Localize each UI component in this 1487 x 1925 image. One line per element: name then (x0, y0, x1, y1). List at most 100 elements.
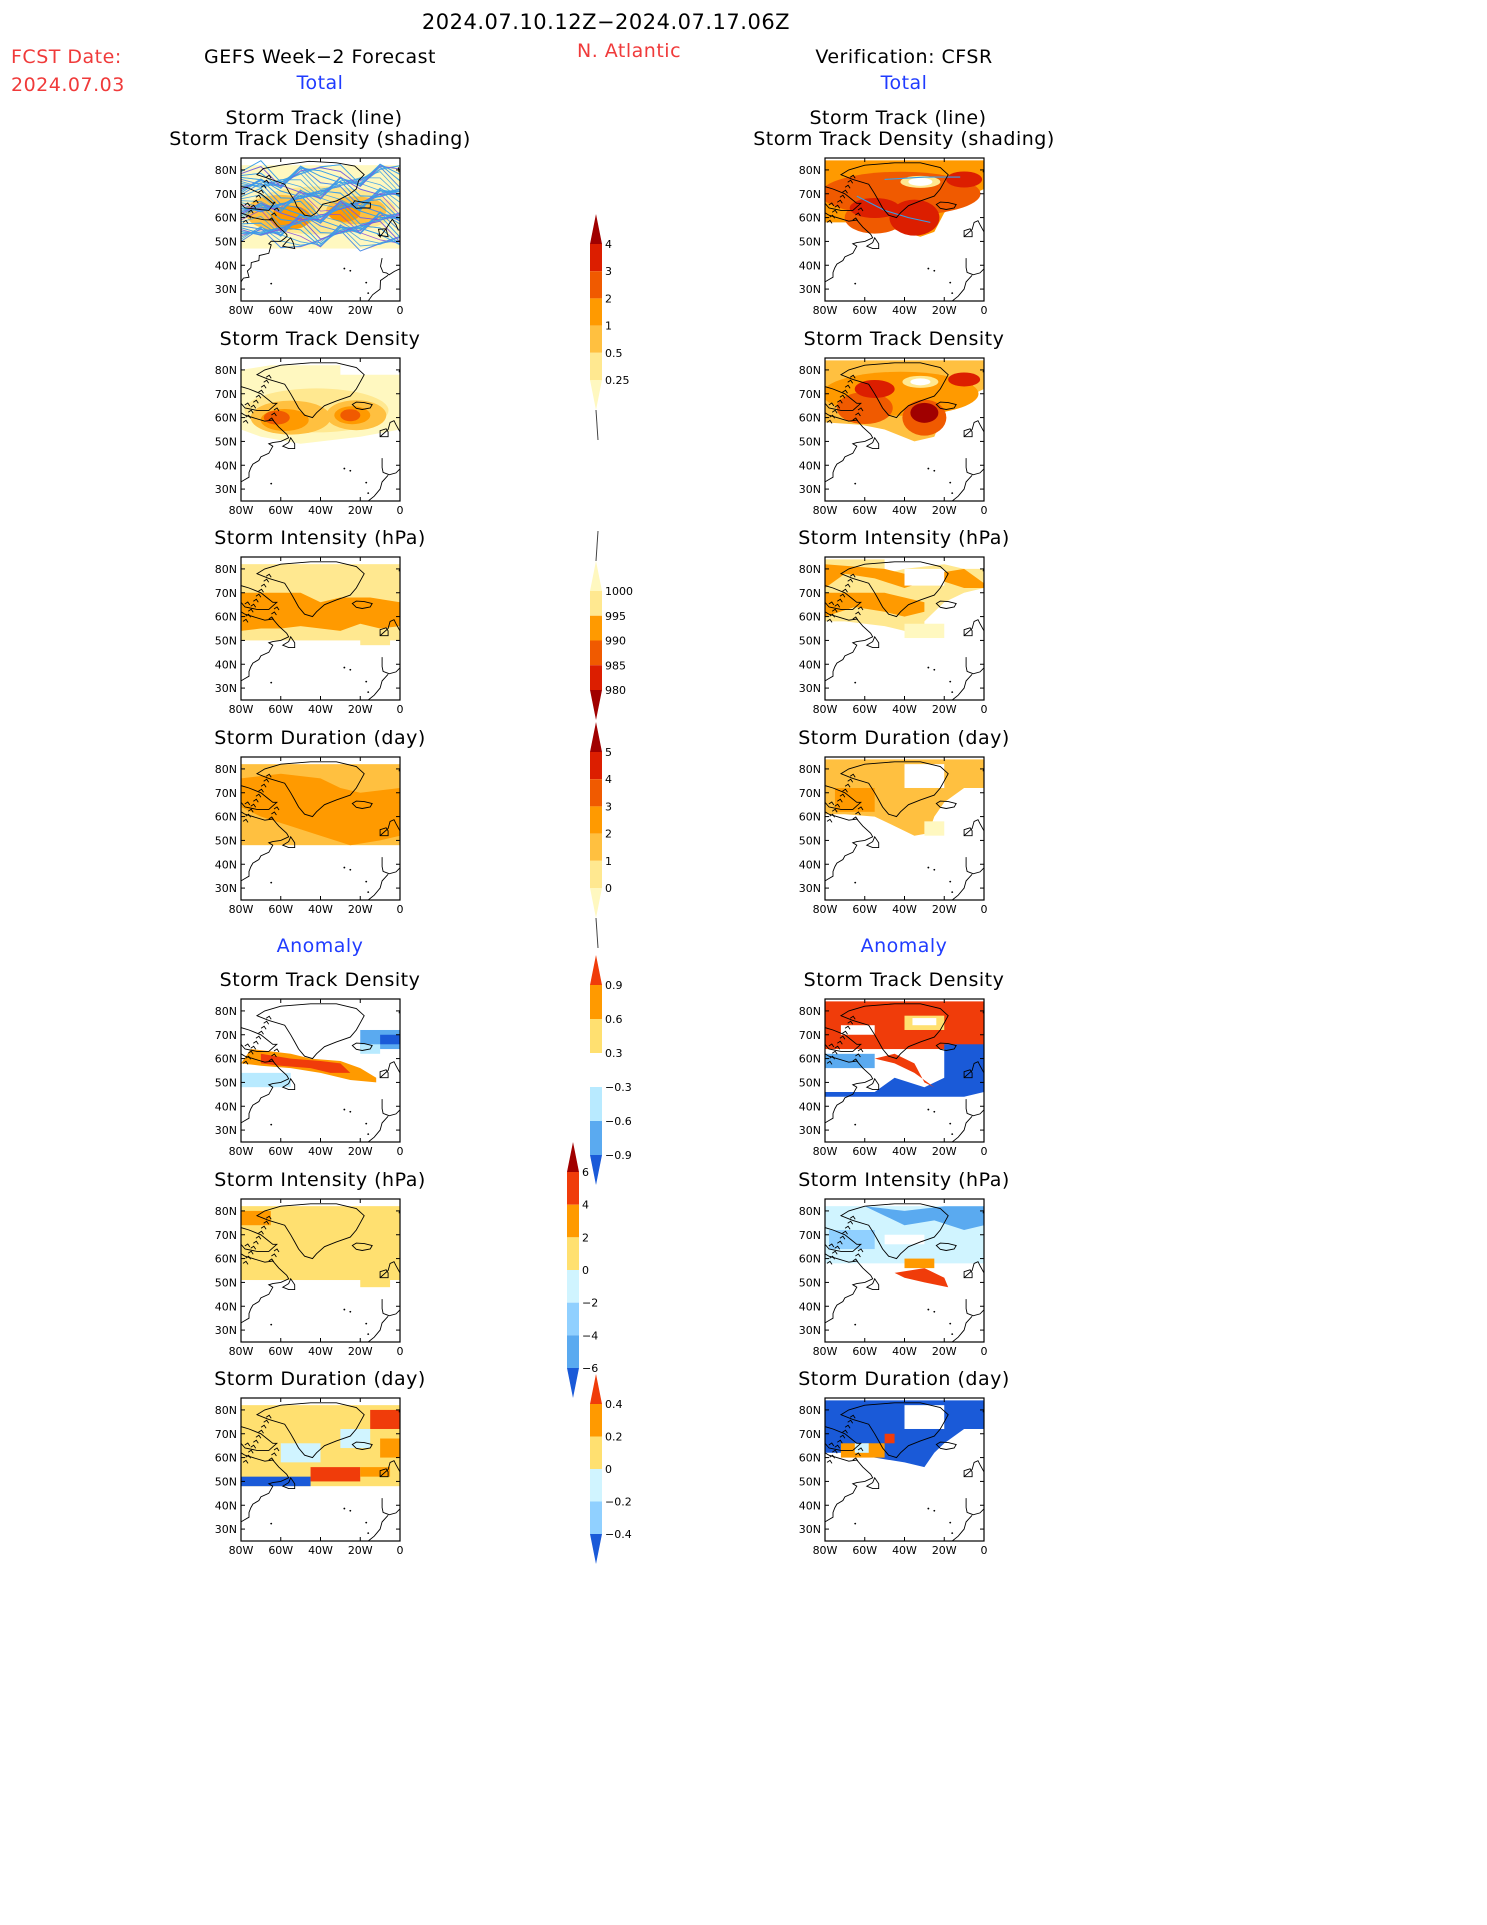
lat-tick-label: 30N (215, 1324, 237, 1337)
lon-tick-label: 20W (348, 1345, 373, 1358)
lat-tick-label: 60N (215, 1253, 237, 1266)
lon-tick-label: 20W (348, 703, 373, 716)
lat-tick-label: 60N (799, 1053, 821, 1066)
lon-tick-label: 80W (229, 1345, 254, 1358)
fcst-date-label: FCST Date: (11, 46, 122, 68)
lat-tick-label: 50N (215, 834, 237, 847)
lat-tick-label: 70N (215, 587, 237, 600)
lon-tick-label: 20W (932, 504, 957, 517)
lon-tick-label: 80W (813, 304, 838, 317)
lat-tick-label: 30N (799, 483, 821, 496)
lat-tick-label: 40N (215, 1499, 237, 1512)
lon-tick-label: 40W (308, 703, 333, 716)
lat-tick-label: 60N (215, 811, 237, 824)
title-l1-a: Storm Track (line) (225, 107, 403, 129)
map-gefs-duration-anomaly: 80N 70N 60N 50N 40N 30N 80W 60W 40W 20W 0 (215, 1397, 404, 1557)
lat-tick-label: 30N (215, 283, 237, 296)
lat-tick-label: 60N (215, 412, 237, 425)
lat-tick-label: 40N (215, 459, 237, 472)
lat-tick-label: 30N (215, 1124, 237, 1137)
lat-tick-label: 80N (215, 1404, 237, 1417)
lat-tick-label: 30N (799, 1523, 821, 1536)
lat-tick-label: 40N (215, 858, 237, 871)
colorbar-intensity-anomaly: 6 4 2 0 −2 −4 −6 (567, 1142, 598, 1398)
lon-tick-label: 0 (981, 703, 988, 716)
map-gefs-duration: 80N 70N 60N 50N 40N 30N 80W 60W 40W 20W 0 (215, 756, 404, 916)
lat-tick-label: 60N (799, 212, 821, 225)
lat-tick-label: 50N (215, 1276, 237, 1289)
period-title: 2024.07.10.12Z−2024.07.17.06Z (421, 10, 791, 34)
map-cfsr-track-density-lines: 80N 70N 60N 50N 40N 30N 80W 60W 40W 20W 0 (799, 157, 988, 317)
map-cfsr-duration: 80N 70N 60N 50N 40N 30N 80W 60W 40W 20W 0 (799, 756, 988, 916)
lon-tick-label: 0 (981, 1345, 988, 1358)
lon-tick-label: 60W (852, 703, 877, 716)
lat-tick-label: 40N (799, 658, 821, 671)
map-cfsr-duration-anomaly: 80N 70N 60N 50N 40N 30N 80W 60W 40W 20W 0 (799, 1397, 988, 1557)
colorbar-label: 1 (605, 855, 612, 868)
title-l6: Storm Intensity (hPa) (214, 1169, 426, 1191)
lat-tick-label: 30N (215, 682, 237, 695)
lat-tick-label: 70N (215, 388, 237, 401)
lon-tick-label: 0 (397, 504, 404, 517)
colorbar-label: 4 (582, 1199, 589, 1212)
lat-tick-label: 50N (799, 1276, 821, 1289)
lon-tick-label: 0 (981, 1544, 988, 1557)
colorbar-label: 0.4 (605, 1398, 623, 1411)
lat-tick-label: 50N (799, 634, 821, 647)
colorbar-label: −4 (582, 1329, 598, 1342)
lat-tick-label: 60N (799, 611, 821, 624)
colorbar-label: 1000 (605, 585, 633, 598)
lat-tick-label: 30N (799, 1124, 821, 1137)
fcst-date-value: 2024.07.03 (11, 74, 125, 96)
lat-tick-label: 60N (215, 212, 237, 225)
colorbar-label: −6 (582, 1362, 598, 1375)
lon-tick-label: 60W (268, 1544, 293, 1557)
lon-tick-label: 80W (229, 1544, 254, 1557)
lat-tick-label: 40N (215, 1100, 237, 1113)
lat-tick-label: 80N (215, 763, 237, 776)
lat-tick-label: 70N (799, 587, 821, 600)
lon-tick-label: 60W (268, 304, 293, 317)
lon-tick-label: 40W (892, 1145, 917, 1158)
left-anomaly-label: Anomaly (276, 935, 364, 957)
colorbar-duration-total: 5 4 3 2 1 0 (590, 722, 612, 949)
lat-tick-label: 70N (215, 787, 237, 800)
title-l4: Storm Duration (day) (214, 727, 426, 749)
lat-tick-label: 80N (215, 563, 237, 576)
colorbar-label: −0.3 (605, 1081, 632, 1094)
left-column-title: GEFS Week−2 Forecast (204, 46, 436, 68)
lon-tick-label: 80W (229, 504, 254, 517)
colorbar-density-total: 4 3 2 1 0.5 0.25 (590, 214, 630, 441)
map-gefs-track-density: 80N 70N 60N 50N 40N 30N 80W 60W 40W 20W 0 (215, 357, 404, 517)
left-total-label: Total (296, 72, 344, 94)
title-r5: Storm Track Density (803, 969, 1005, 991)
lat-tick-label: 50N (215, 235, 237, 248)
lat-tick-label: 40N (799, 858, 821, 871)
lon-tick-label: 40W (308, 1544, 333, 1557)
lon-tick-label: 80W (229, 903, 254, 916)
map-cfsr-track-density: 80N 70N 60N 50N 40N 30N 80W 60W 40W 20W 0 (799, 357, 988, 517)
colorbar-label: 1 (605, 320, 612, 333)
lat-tick-label: 60N (215, 611, 237, 624)
colorbar-duration-anomaly: 0.4 0.2 0 −0.2 −0.4 (590, 1374, 632, 1564)
lon-tick-label: 80W (229, 1145, 254, 1158)
title-l2: Storm Track Density (219, 328, 421, 350)
colorbar-label: 0 (582, 1264, 589, 1277)
right-column-title: Verification: CFSR (815, 46, 993, 68)
lon-tick-label: 60W (268, 504, 293, 517)
title-l5: Storm Track Density (219, 969, 421, 991)
lon-tick-label: 0 (397, 1544, 404, 1557)
lat-tick-label: 70N (799, 188, 821, 201)
lat-tick-label: 80N (215, 364, 237, 377)
right-total-label: Total (880, 72, 928, 94)
lon-tick-label: 80W (813, 1145, 838, 1158)
lon-tick-label: 20W (348, 1145, 373, 1158)
colorbar-label: 0.5 (605, 347, 623, 360)
map-gefs-intensity: 80N 70N 60N 50N 40N 30N 80W 60W 40W 20W 0 (215, 556, 404, 716)
right-anomaly-label: Anomaly (860, 935, 948, 957)
lon-tick-label: 60W (852, 1544, 877, 1557)
lon-tick-label: 60W (268, 903, 293, 916)
lat-tick-label: 50N (799, 435, 821, 448)
lon-tick-label: 60W (268, 1145, 293, 1158)
lat-tick-label: 70N (215, 188, 237, 201)
